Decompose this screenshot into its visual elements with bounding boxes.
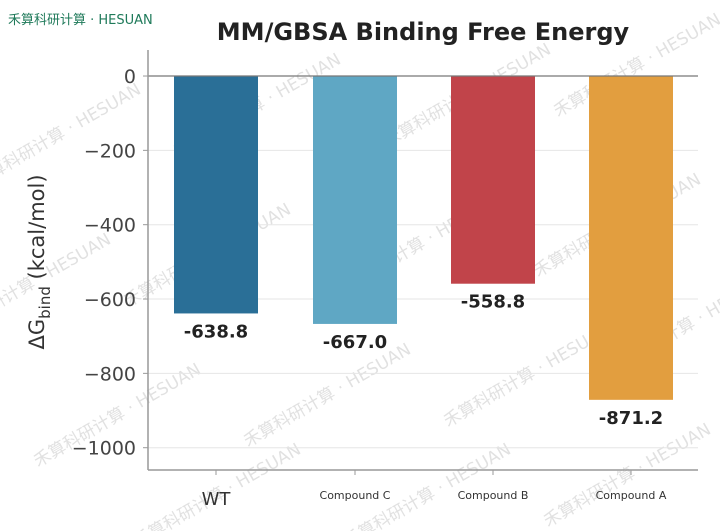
chart-title: MM/GBSA Binding Free Energy bbox=[217, 18, 630, 46]
bar bbox=[451, 76, 535, 284]
watermark-text: 禾算科研计算 · HESUAN bbox=[341, 440, 515, 531]
bar bbox=[174, 76, 258, 314]
data-label: -558.8 bbox=[461, 292, 525, 313]
x-tick-label: Compound C bbox=[320, 489, 391, 502]
watermark-text: 禾算科研计算 · HESUAN bbox=[241, 340, 415, 452]
x-tick-label: Compound A bbox=[596, 489, 667, 502]
y-tick-label: −800 bbox=[84, 363, 136, 385]
watermark-text: 禾算科研计算 · HESUAN bbox=[0, 80, 144, 192]
bar bbox=[589, 76, 673, 400]
brand-watermark-text: 禾算科研计算 · HESUAN bbox=[8, 13, 153, 28]
y-axis-label-sub: bind bbox=[36, 286, 54, 319]
y-tick-label: −600 bbox=[84, 289, 136, 311]
labels-group: 0 −200 −400 −600 −800 −1000 WT Compound C Compou… bbox=[72, 66, 667, 510]
y-tick-label: −200 bbox=[84, 140, 136, 162]
y-axis-label-main: ΔG bbox=[25, 319, 49, 350]
axes-group bbox=[143, 50, 698, 475]
watermark-text: 禾算科研计算 · HESUAN bbox=[441, 320, 615, 432]
watermark-text: 禾算科研计算 · HESUAN bbox=[541, 420, 715, 531]
watermark-text: 禾算科研计算 · HESUAN bbox=[0, 230, 114, 342]
data-label: -638.8 bbox=[184, 321, 248, 342]
bars-group bbox=[174, 76, 673, 400]
bar bbox=[313, 76, 397, 324]
x-tick-label: WT bbox=[202, 489, 232, 510]
y-tick-label: −400 bbox=[84, 215, 136, 237]
data-label: -667.0 bbox=[323, 332, 387, 353]
y-axis-label: ΔGbind (kcal/mol) bbox=[25, 174, 54, 349]
x-tick-label: Compound B bbox=[458, 489, 529, 502]
y-tick-label: 0 bbox=[124, 66, 136, 88]
data-label: -871.2 bbox=[599, 408, 663, 429]
y-axis-label-unit: (kcal/mol) bbox=[25, 174, 49, 286]
y-tick-label: −1000 bbox=[72, 438, 136, 460]
watermark-text: 禾算科研计算 · HESUAN bbox=[131, 440, 305, 531]
